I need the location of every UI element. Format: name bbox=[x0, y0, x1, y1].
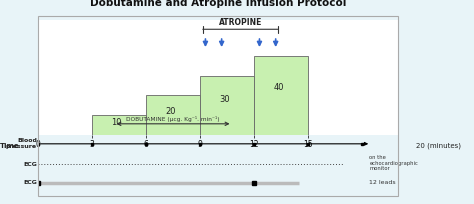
Bar bbox=[254, 56, 308, 135]
Text: on the
echocardiographic
monitor: on the echocardiographic monitor bbox=[369, 155, 418, 172]
Text: DOBUTAMINE (µcg. Kg⁻¹. min⁻¹): DOBUTAMINE (µcg. Kg⁻¹. min⁻¹) bbox=[126, 116, 220, 122]
Bar bbox=[200, 75, 254, 135]
Text: 20: 20 bbox=[165, 106, 175, 115]
Bar bbox=[146, 95, 200, 135]
Text: 12 leads: 12 leads bbox=[369, 180, 396, 185]
Text: 10: 10 bbox=[111, 118, 121, 127]
Text: 30: 30 bbox=[219, 95, 230, 104]
Bar bbox=[92, 115, 146, 135]
Text: Blood
pressure: Blood pressure bbox=[6, 139, 37, 149]
Text: ECG: ECG bbox=[23, 162, 37, 167]
Text: ECG: ECG bbox=[23, 180, 37, 185]
Text: ATROPINE: ATROPINE bbox=[219, 18, 262, 27]
Text: 40: 40 bbox=[273, 83, 283, 92]
Text: Time: Time bbox=[0, 143, 20, 149]
Text: 20 (minutes): 20 (minutes) bbox=[416, 143, 461, 149]
Text: Dobutamine and Atropine Infusion Protocol: Dobutamine and Atropine Infusion Protoco… bbox=[90, 0, 346, 8]
